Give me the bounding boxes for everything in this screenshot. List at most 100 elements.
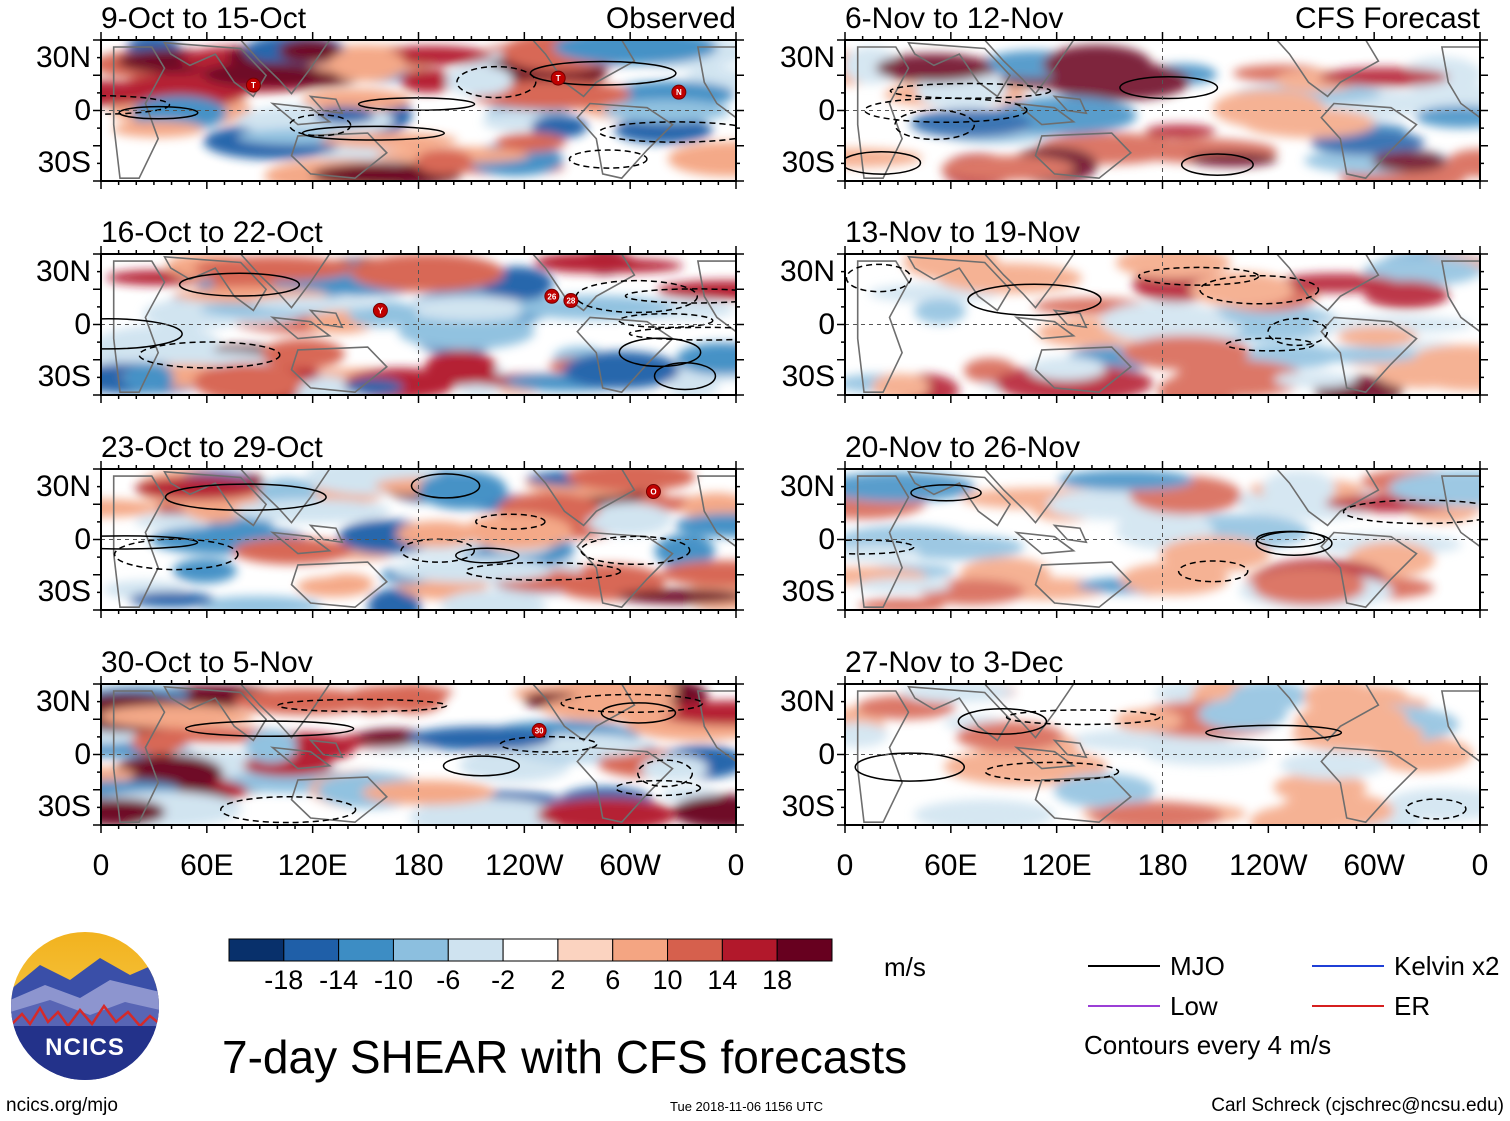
lat-tick-label: 30N — [779, 685, 835, 719]
colorbar-swatch — [392, 938, 449, 962]
colorbar-tick-label: 10 — [652, 965, 683, 995]
lon-tick-label: 60W — [1343, 849, 1405, 882]
colorbar-tick-label: 6 — [605, 965, 621, 995]
lon-tick-label: 180 — [1137, 849, 1188, 882]
panel-title: 13-Nov to 19-Nov — [845, 216, 1081, 249]
lon-tick-label: 0 — [836, 849, 854, 882]
lon-tick-label: 60E — [180, 849, 234, 882]
colorbar-swatch — [612, 938, 669, 962]
lat-tick-label: 0 — [818, 93, 835, 127]
storm-marker: 28 — [563, 293, 579, 309]
panel-title: 30-Oct to 5-Nov — [101, 646, 313, 679]
panel-title: 20-Nov to 26-Nov — [845, 431, 1081, 464]
lat-tick-label: 30S — [781, 145, 835, 179]
lon-tick-label: 0 — [92, 849, 110, 882]
storm-label: N — [676, 88, 682, 97]
colorbar-tick-label: -6 — [436, 965, 461, 995]
colorbar-tick-label: -2 — [491, 965, 516, 995]
colorbar-swatch — [721, 938, 778, 962]
units-label: m/s — [884, 952, 926, 982]
panel-tag: CFS Forecast — [1294, 2, 1480, 35]
colorbar-swatch — [283, 938, 340, 962]
colorbar-swatch — [502, 938, 559, 962]
storm-marker: Y — [372, 302, 388, 318]
panel-title: 9-Oct to 15-Oct — [101, 2, 307, 35]
figure-title: 7-day SHEAR with CFS forecasts — [222, 1031, 908, 1083]
legend-label: MJO — [1170, 951, 1225, 981]
lat-tick-label: 30N — [35, 255, 91, 289]
storm-marker: O — [645, 484, 661, 500]
map-panel — [837, 32, 1488, 189]
lat-tick-label: 30S — [37, 359, 91, 393]
lat-tick-label: 30S — [37, 145, 91, 179]
lon-tick-label: 120W — [1229, 849, 1308, 882]
colorbar-swatch — [338, 938, 394, 962]
colorbar-tick-label: 2 — [550, 965, 566, 995]
storm-label: 30 — [535, 727, 544, 736]
footer-credit: Carl Schreck (cjschrec@ncsu.edu) — [1211, 1095, 1504, 1116]
colorbar-swatch — [776, 938, 833, 962]
panel-tag: Observed — [605, 2, 736, 35]
storm-label: T — [556, 74, 561, 83]
map-panel: Y 26 28 — [93, 246, 744, 403]
lat-tick-label: 0 — [818, 737, 835, 771]
storm-label: 28 — [566, 297, 575, 306]
lat-tick-label: 30N — [35, 470, 91, 504]
lat-tick-label: 30S — [37, 789, 91, 823]
legend-label: ER — [1394, 991, 1431, 1021]
storm-label: T — [251, 81, 256, 90]
panel-title: 27-Nov to 3-Dec — [845, 646, 1064, 679]
colorbar-swatch — [557, 938, 614, 962]
lat-tick-label: 0 — [74, 737, 91, 771]
storm-marker: 26 — [544, 288, 560, 304]
lat-tick-label: 30N — [779, 255, 835, 289]
colorbar-tick-label: -14 — [319, 965, 359, 995]
lon-tick-label: 0 — [727, 849, 745, 882]
storm-label: Y — [378, 306, 384, 315]
panel-title: 6-Nov to 12-Nov — [845, 2, 1064, 35]
storm-marker: 30 — [531, 723, 547, 739]
lon-tick-label: 120E — [1021, 849, 1092, 882]
lon-tick-label: 180 — [393, 849, 444, 882]
colorbar-swatch — [228, 938, 285, 962]
contour-note: Contours every 4 m/s — [1084, 1030, 1332, 1060]
lon-tick-label: 0 — [1471, 849, 1489, 882]
lat-tick-label: 0 — [818, 522, 835, 556]
colorbar-swatch — [447, 938, 504, 962]
lat-tick-label: 30S — [37, 574, 91, 608]
map-panel: 30 — [93, 676, 744, 833]
lat-tick-label: 0 — [74, 522, 91, 556]
storm-label: 26 — [547, 292, 556, 301]
lon-tick-label: 60W — [599, 849, 661, 882]
lat-tick-label: 30N — [779, 470, 835, 504]
legend-label: Low — [1170, 991, 1218, 1021]
colorbar-swatch — [667, 938, 723, 962]
panel-title: 16-Oct to 22-Oct — [101, 216, 323, 249]
map-panel — [837, 246, 1488, 403]
map-panel: O — [93, 461, 744, 618]
lat-tick-label: 0 — [74, 93, 91, 127]
map-panel — [837, 676, 1488, 833]
lat-tick-label: 30S — [781, 359, 835, 393]
colorbar-tick-label: -18 — [264, 965, 304, 995]
lon-tick-label: 120E — [277, 849, 348, 882]
map-panel — [837, 461, 1488, 618]
storm-marker: T — [245, 77, 261, 93]
logo-text: NCICS — [45, 1034, 125, 1061]
lat-tick-label: 0 — [818, 307, 835, 341]
panel-title: 23-Oct to 29-Oct — [101, 431, 323, 464]
storm-label: O — [650, 488, 656, 497]
colorbar-tick-label: -10 — [373, 965, 413, 995]
footer-url[interactable]: ncics.org/mjo — [6, 1095, 118, 1116]
lon-tick-label: 120W — [485, 849, 564, 882]
lat-tick-label: 0 — [74, 307, 91, 341]
storm-marker: T — [550, 70, 566, 86]
map-panel: T T N — [93, 32, 744, 189]
lat-tick-label: 30S — [781, 574, 835, 608]
lon-tick-label: 60E — [924, 849, 978, 882]
footer-timestamp: Tue 2018-11-06 1156 UTC — [670, 1099, 823, 1114]
colorbar-tick-label: 18 — [762, 965, 793, 995]
storm-marker: N — [671, 84, 687, 100]
ncics-logo: NCICS — [11, 932, 159, 1080]
